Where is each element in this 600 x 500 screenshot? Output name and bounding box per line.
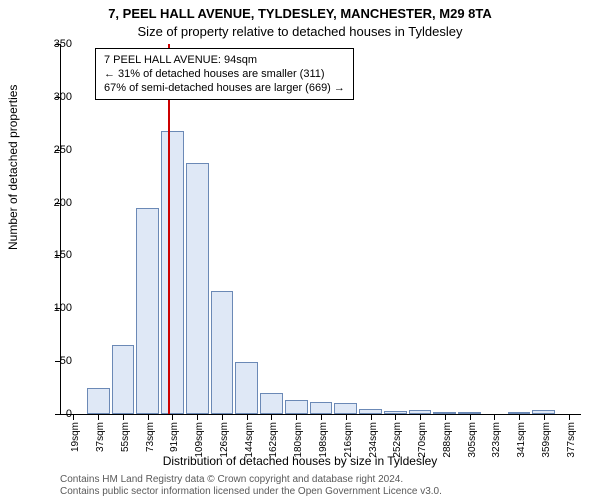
y-tick-label: 350 — [54, 38, 72, 50]
histogram-bar — [334, 403, 357, 414]
histogram-bar — [235, 362, 258, 414]
x-tick — [197, 414, 198, 420]
x-tick — [271, 414, 272, 420]
x-tick-label: 19sqm — [70, 422, 81, 452]
x-tick-label: 359sqm — [541, 422, 552, 458]
y-axis-label: Number of detached properties — [6, 85, 20, 250]
footer-line-1: Contains HM Land Registry data © Crown c… — [60, 474, 590, 486]
x-tick — [247, 414, 248, 420]
x-tick-label: 252sqm — [392, 422, 403, 458]
x-tick-label: 305sqm — [467, 422, 478, 458]
chart-title-address: 7, PEEL HALL AVENUE, TYLDESLEY, MANCHEST… — [0, 6, 600, 21]
chart-container: 7, PEEL HALL AVENUE, TYLDESLEY, MANCHEST… — [0, 0, 600, 500]
x-tick-label: 216sqm — [343, 422, 354, 458]
y-tick-label: 200 — [54, 197, 72, 209]
histogram-bar — [285, 400, 308, 414]
x-tick-label: 126sqm — [219, 422, 230, 458]
x-tick — [519, 414, 520, 420]
x-tick — [494, 414, 495, 420]
y-tick-label: 50 — [60, 355, 72, 367]
x-tick-label: 234sqm — [368, 422, 379, 458]
callout-line-3: 67% of semi-detached houses are larger (… — [104, 81, 345, 95]
x-tick-label: 73sqm — [145, 422, 156, 452]
x-tick-label: 144sqm — [244, 422, 255, 458]
x-axis-label: Distribution of detached houses by size … — [0, 454, 600, 468]
x-tick-label: 109sqm — [194, 422, 205, 458]
histogram-bar — [260, 393, 283, 414]
histogram-bar — [186, 163, 209, 414]
x-tick-label: 91sqm — [169, 422, 180, 452]
x-tick — [395, 414, 396, 420]
y-tick-label: 150 — [54, 249, 72, 261]
y-tick-label: 0 — [66, 408, 72, 420]
footer-line-2: Contains public sector information licen… — [60, 486, 590, 498]
histogram-bar — [211, 291, 234, 414]
x-tick-label: 323sqm — [491, 422, 502, 458]
callout-line-2: ← 31% of detached houses are smaller (31… — [104, 67, 345, 81]
x-tick — [98, 414, 99, 420]
x-tick-label: 270sqm — [417, 422, 428, 458]
x-tick-label: 180sqm — [293, 422, 304, 458]
x-tick — [470, 414, 471, 420]
histogram-bar — [136, 208, 159, 414]
callout-line-1: 7 PEEL HALL AVENUE: 94sqm — [104, 53, 345, 67]
x-tick — [296, 414, 297, 420]
histogram-bar — [161, 131, 184, 414]
x-tick — [172, 414, 173, 420]
histogram-bar — [310, 402, 333, 414]
x-tick-label: 55sqm — [120, 422, 131, 452]
x-tick — [148, 414, 149, 420]
x-tick — [544, 414, 545, 420]
x-tick-label: 288sqm — [442, 422, 453, 458]
x-tick — [73, 414, 74, 420]
x-tick — [445, 414, 446, 420]
callout-box: 7 PEEL HALL AVENUE: 94sqm ← 31% of detac… — [95, 48, 354, 100]
y-tick-label: 250 — [54, 144, 72, 156]
x-tick — [222, 414, 223, 420]
x-tick — [346, 414, 347, 420]
x-tick — [321, 414, 322, 420]
footer-attribution: Contains HM Land Registry data © Crown c… — [60, 474, 590, 498]
y-tick-label: 300 — [54, 91, 72, 103]
y-tick — [55, 414, 61, 415]
x-tick — [420, 414, 421, 420]
x-tick-label: 341sqm — [516, 422, 527, 458]
histogram-bar — [112, 345, 135, 414]
x-tick — [569, 414, 570, 420]
histogram-bar — [87, 388, 110, 414]
y-tick-label: 100 — [54, 302, 72, 314]
x-tick — [371, 414, 372, 420]
x-tick-label: 37sqm — [95, 422, 106, 452]
x-tick-label: 162sqm — [268, 422, 279, 458]
x-tick — [123, 414, 124, 420]
x-tick-label: 377sqm — [566, 422, 577, 458]
chart-title-description: Size of property relative to detached ho… — [0, 24, 600, 39]
x-tick-label: 198sqm — [318, 422, 329, 458]
